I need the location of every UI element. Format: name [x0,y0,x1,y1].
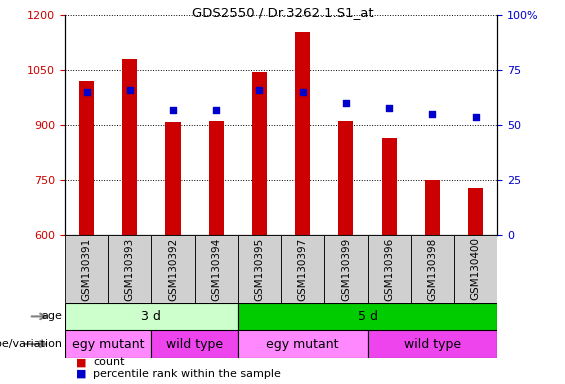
Point [168,107,177,113]
Bar [108,235,151,303]
Text: count: count [93,357,125,367]
Text: GSM130393: GSM130393 [125,237,135,301]
Text: ■: ■ [76,369,87,379]
Bar [281,235,324,303]
Text: wild type: wild type [166,338,223,351]
Point [255,87,264,93]
Text: genotype/variation: genotype/variation [0,339,62,349]
Bar [194,235,238,303]
Text: GSM130397: GSM130397 [298,237,308,301]
Bar [151,330,238,358]
Point [298,89,307,96]
Bar [238,330,368,358]
Bar [411,235,454,303]
Bar [425,180,440,235]
Text: egy mutant: egy mutant [72,338,145,351]
Bar [367,235,411,303]
Text: percentile rank within the sample: percentile rank within the sample [93,369,281,379]
Bar [79,81,94,235]
Bar [238,235,281,303]
Text: GDS2550 / Dr.3262.1.S1_at: GDS2550 / Dr.3262.1.S1_at [192,6,373,19]
Text: GSM130396: GSM130396 [384,237,394,301]
Text: GSM130400: GSM130400 [471,237,481,301]
Point [125,87,134,93]
Text: ■: ■ [76,357,87,367]
Bar [381,138,397,235]
Point [341,100,350,106]
Bar [151,235,194,303]
Point [428,111,437,118]
Bar [166,122,181,235]
Text: GSM130394: GSM130394 [211,237,221,301]
Point [212,107,221,113]
Text: GSM130395: GSM130395 [254,237,264,301]
Bar [338,121,354,235]
Bar [468,189,483,235]
Text: GSM130399: GSM130399 [341,237,351,301]
Bar [65,303,238,330]
Bar [295,32,310,235]
Bar [238,303,497,330]
Text: GSM130392: GSM130392 [168,237,178,301]
Text: wild type: wild type [404,338,461,351]
Text: 5 d: 5 d [358,310,377,323]
Bar [208,121,224,235]
Bar [65,330,151,358]
Bar [122,60,137,235]
Bar [252,72,267,235]
Bar [65,235,108,303]
Text: GSM130398: GSM130398 [427,237,437,301]
Text: egy mutant: egy mutant [267,338,339,351]
Text: GSM130391: GSM130391 [81,237,92,301]
Point [385,105,394,111]
Point [82,89,91,96]
Bar [324,235,368,303]
Text: 3 d: 3 d [141,310,162,323]
Bar [368,330,497,358]
Bar [454,235,497,303]
Point [471,114,480,120]
Text: age: age [41,311,62,321]
